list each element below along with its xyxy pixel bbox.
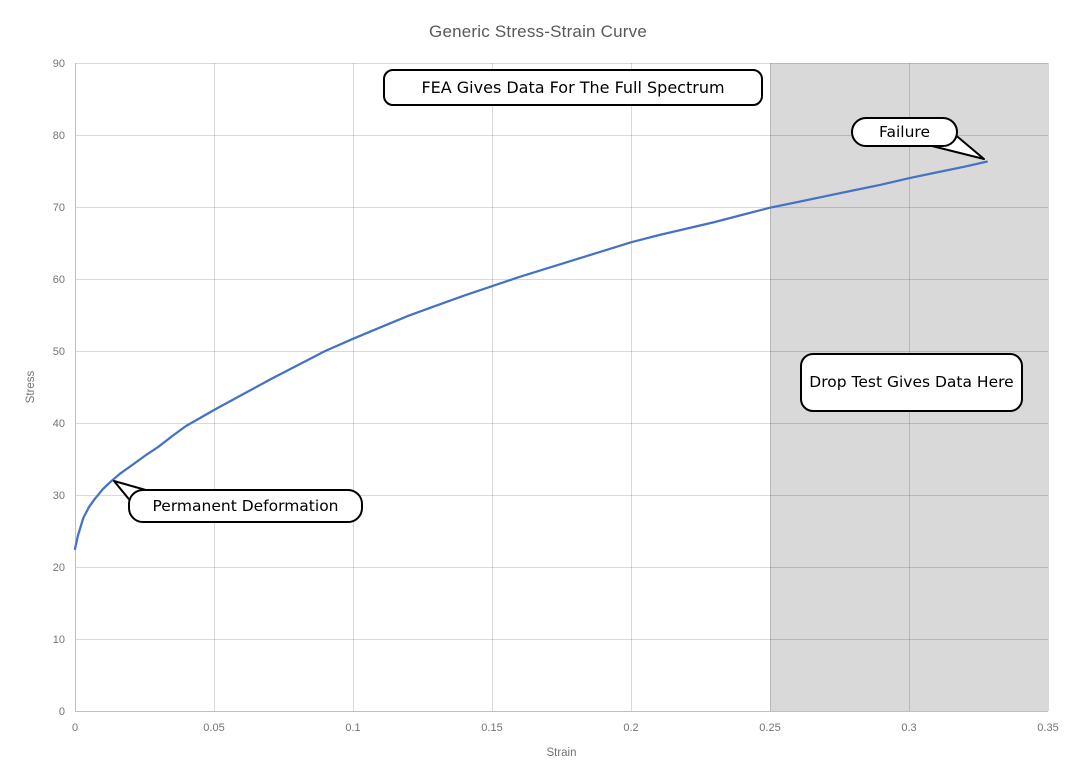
callout-drop-test: Drop Test Gives Data Here	[800, 353, 1023, 412]
x-tick-label: 0.3	[901, 722, 916, 734]
x-tick-label: 0.25	[759, 722, 780, 734]
x-tick-label: 0.05	[203, 722, 224, 734]
y-tick-label: 50	[53, 346, 65, 358]
y-tick-label: 10	[53, 634, 65, 646]
x-tick-label: 0.2	[623, 722, 638, 734]
x-axis-title: Strain	[546, 747, 576, 759]
x-tick-label: 0.15	[481, 722, 502, 734]
y-tick-label: 20	[53, 562, 65, 574]
callout-permanent-deformation-label: Permanent Deformation	[152, 496, 339, 515]
y-tick-label: 90	[53, 58, 65, 70]
y-axis-title: Stress	[25, 370, 37, 403]
callout-permanent-deformation: Permanent Deformation	[128, 489, 363, 523]
callout-fea-full-spectrum: FEA Gives Data For The Full Spectrum	[383, 69, 763, 106]
y-tick-label: 70	[53, 202, 65, 214]
stress-strain-curve	[73, 160, 988, 551]
y-tick-label: 60	[53, 274, 65, 286]
x-tick-label: 0.35	[1037, 722, 1058, 734]
y-tick-label: 0	[59, 706, 65, 718]
y-tick-label: 80	[53, 130, 65, 142]
y-tick-label: 40	[53, 418, 65, 430]
x-tick-labels: 0 0.05 0.1 0.15 0.2 0.25 0.3 0.35	[72, 722, 1059, 734]
x-tick-label: 0.1	[345, 722, 360, 734]
y-tick-labels: 0 10 20 30 40 50 60 70 80 90	[53, 58, 65, 718]
chart-title: Generic Stress-Strain Curve	[429, 22, 647, 41]
axis-lines	[75, 63, 1048, 712]
y-tick-label: 30	[53, 490, 65, 502]
callout-fea-label: FEA Gives Data For The Full Spectrum	[421, 77, 725, 97]
callout-drop-test-label: Drop Test Gives Data Here	[809, 373, 1014, 392]
callout-failure-label: Failure	[879, 122, 930, 141]
x-tick-label: 0	[72, 722, 78, 734]
callout-failure: Failure	[851, 117, 958, 147]
